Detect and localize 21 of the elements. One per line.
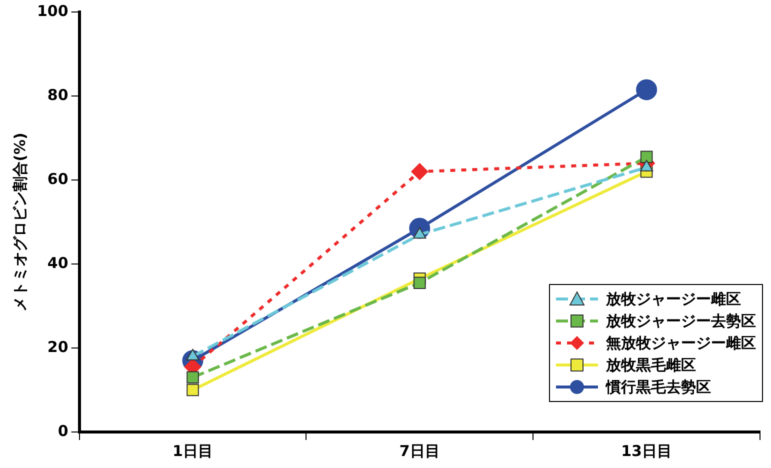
legend-label: 慣行黒毛去勢区 <box>606 377 711 398</box>
point <box>640 150 653 164</box>
legend-label: 放牧ジャージー雌区 <box>606 289 741 310</box>
point <box>414 276 426 290</box>
legend-label: 放牧黒毛雌区 <box>606 355 696 376</box>
point <box>186 384 199 396</box>
legend-label: 放牧ジャージー去勢区 <box>606 311 756 332</box>
point <box>186 371 199 384</box>
point <box>411 163 428 180</box>
y-tick-label: 0 <box>58 422 68 440</box>
point <box>636 79 658 100</box>
x-tick-label: 1日目 <box>172 442 213 460</box>
y-axis-title: メトミオグロビン割合(%) <box>10 132 29 312</box>
y-tick-label: 80 <box>47 86 68 104</box>
x-tick-label: 7日目 <box>399 442 440 460</box>
x-tick-label: 13日目 <box>621 442 672 460</box>
y-tick-label: 40 <box>47 254 68 272</box>
y-tick-label: 60 <box>47 170 68 188</box>
legend-label: 無放牧ジャージー雌区 <box>606 333 756 354</box>
y-tick-label: 20 <box>47 338 68 356</box>
y-tick-label: 100 <box>37 2 68 20</box>
